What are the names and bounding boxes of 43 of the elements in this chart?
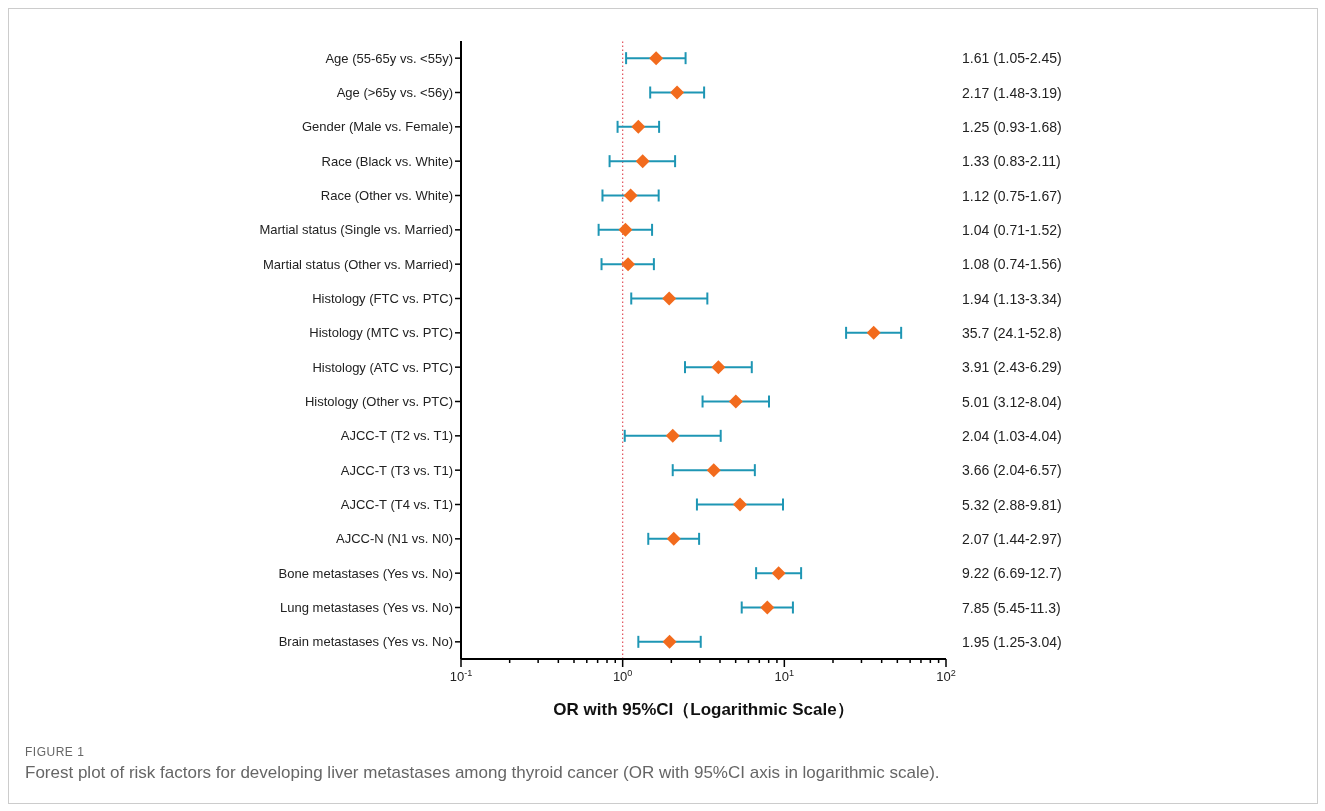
data-label: 1.04 (0.71-1.52): [962, 221, 1062, 238]
data-label: 5.01 (3.12-8.04): [962, 393, 1062, 410]
y-tick-label: Histology (ATC vs. PTC): [312, 359, 453, 375]
data-label: 2.04 (1.03-4.04): [962, 427, 1062, 444]
data-label: 3.66 (2.04-6.57): [962, 462, 1062, 479]
y-tick-label: Martial status (Other vs. Married): [263, 256, 453, 272]
y-tick-label: Histology (FTC vs. PTC): [312, 291, 453, 307]
y-tick-label: Martial status (Single vs. Married): [259, 222, 453, 238]
data-label: 1.08 (0.74-1.56): [962, 256, 1062, 273]
data-label: 1.33 (0.83-2.11): [962, 153, 1061, 170]
data-label: 1.94 (1.13-3.34): [962, 290, 1062, 307]
data-label: 7.85 (5.45-11.3): [962, 599, 1061, 616]
y-tick-label: AJCC-T (T2 vs. T1): [340, 428, 453, 444]
y-tick-label: Age (>65y vs. <56y): [336, 85, 453, 101]
data-label: 35.7 (24.1-52.8): [962, 324, 1062, 341]
y-tick-label: Histology (MTC vs. PTC): [309, 325, 453, 341]
y-tick-label: Brain metastases (Yes vs. No): [278, 634, 453, 650]
x-tick-label: 10$^{2}$: [936, 668, 956, 684]
data-label: 3.91 (2.43-6.29): [962, 359, 1062, 376]
text: Forest plot of risk factors for developing liver metastases among thyroid cancer (OR with 95%CI axis in logarithmic scale).: [25, 763, 941, 783]
data-label: 2.07 (1.44-2.97): [962, 530, 1062, 547]
y-tick-label: Bone metastases (Yes vs. No): [278, 565, 453, 581]
y-tick-label: Lung metastases (Yes vs. No): [280, 600, 453, 616]
y-tick-label: AJCC-T (T3 vs. T1): [340, 462, 453, 478]
y-tick-label: Age (55-65y vs. <55y): [325, 50, 453, 66]
y-tick-label: Race (Other vs. White): [320, 188, 453, 204]
x-tick-label: 10$^{-1}$: [449, 668, 473, 684]
y-tick-label: AJCC-N (N1 vs. N0): [335, 531, 453, 547]
x-tick-label: 10$^{0}$: [612, 668, 633, 684]
data-label: 9.22 (6.69-12.7): [962, 565, 1062, 582]
caption: FIGURE 1: [25, 745, 86, 759]
data-label: 1.95 (1.25-3.04): [962, 633, 1062, 650]
y-tick-label: AJCC-T (T4 vs. T1): [340, 497, 453, 513]
y-tick-label: Histology (Other vs. PTC): [304, 394, 453, 410]
y-tick-label: Race (Black vs. White): [321, 153, 453, 169]
data-label: 1.12 (0.75-1.67): [962, 187, 1062, 204]
x-tick-label: 10$^{1}$: [774, 668, 795, 684]
x-axis-title: OR with 95%CI（Logarithmic Scale）: [553, 700, 854, 719]
data-label: 1.61 (1.05-2.45): [962, 50, 1062, 67]
data-label: 2.17 (1.48-3.19): [962, 84, 1062, 101]
y-tick-label: Gender (Male vs. Female): [302, 119, 453, 135]
data-label: 1.25 (0.93-1.68): [962, 118, 1062, 135]
data-label: 5.32 (2.88-9.81): [962, 496, 1062, 513]
